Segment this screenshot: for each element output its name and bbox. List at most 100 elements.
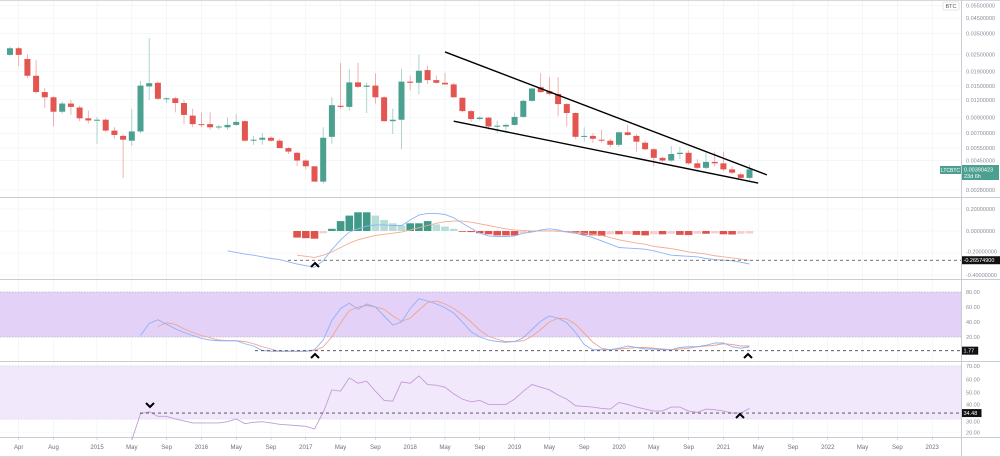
time-tick-label: 2023: [926, 445, 940, 451]
stoch-rsi-band: [0, 292, 961, 337]
candle-body: [172, 98, 179, 103]
chevron-down-icon: [145, 402, 155, 409]
candle: [729, 166, 736, 175]
macd-histogram-bar: [745, 231, 754, 234]
candle-body: [207, 124, 214, 128]
symbol-label: LTCBTC: [941, 168, 960, 174]
macd-line: [227, 212, 750, 268]
candle: [668, 145, 675, 162]
candle: [685, 150, 692, 165]
candle: [589, 133, 596, 143]
candle: [198, 112, 205, 128]
candle-body: [511, 116, 518, 125]
candle-body: [189, 115, 196, 125]
stoch-rsi-tick-label: 60.00: [966, 305, 980, 311]
macd-histogram-bar: [310, 231, 319, 239]
candle-body: [685, 152, 692, 164]
candle-body: [102, 119, 109, 131]
macd-histogram-bar: [589, 231, 597, 236]
candle: [67, 99, 74, 115]
candle-body: [502, 124, 509, 127]
macd-tick-label: -0.40000000: [966, 273, 997, 279]
candle: [711, 151, 718, 167]
macd-histogram-bar: [737, 231, 745, 234]
rsi-pane[interactable]: 34.48: [131, 375, 982, 441]
candle-body: [302, 160, 309, 167]
candle-body: [372, 85, 379, 98]
price-tick-label: 0.00280000: [966, 188, 995, 194]
candle: [207, 112, 214, 130]
macd-level-label: -0.26574900: [964, 258, 995, 264]
time-tick-label: May: [648, 445, 659, 451]
trendline: [444, 51, 768, 176]
macd-tick-label: 0.00000000: [966, 229, 995, 235]
candle: [111, 127, 118, 139]
candle: [346, 69, 353, 111]
candle-body: [15, 48, 22, 55]
macd-histogram-bar: [302, 231, 310, 239]
macd-histogram-bar: [336, 221, 345, 231]
candle: [398, 68, 405, 150]
candle-body: [415, 70, 422, 83]
axes[interactable]: Apr Aug 2015 May Sep 2016 May Sep 2017 May Sep 2018…: [14, 4, 997, 451]
rsi-tick-label: 50.00: [966, 391, 980, 397]
candle-body: [668, 154, 675, 161]
candle: [215, 124, 222, 130]
macd-histogram-bar: [476, 231, 484, 234]
candle-body: [250, 139, 257, 141]
drawn-markers: [145, 261, 753, 419]
candle-body: [311, 166, 318, 182]
candle-body: [494, 125, 501, 127]
candle-body: [659, 157, 666, 161]
time-tick-label: 2018: [404, 445, 418, 451]
candle-body: [76, 107, 83, 119]
candle: [355, 62, 361, 89]
stoch-d-line: [157, 300, 750, 352]
candle-body: [363, 85, 370, 87]
time-tick-label: 2017: [299, 445, 313, 451]
candle: [407, 75, 414, 91]
candle-body: [233, 121, 240, 125]
candle-body: [450, 84, 457, 98]
rsi-tick-label: 60.00: [966, 377, 980, 383]
stoch-rsi-pane[interactable]: 1.77: [140, 298, 979, 355]
macd-histogram-bar: [702, 231, 710, 234]
candle: [694, 159, 701, 170]
price-tick-label: 0.00900000: [966, 116, 995, 122]
candle-body: [320, 137, 327, 182]
stoch-rsi-level-label: 1.77: [964, 349, 975, 355]
candle-body: [720, 163, 727, 170]
candle: [146, 38, 153, 100]
candle-body: [94, 119, 100, 121]
rsi-level-label: 34.48: [964, 411, 978, 417]
candle-body: [746, 169, 753, 178]
currency-badge[interactable]: [942, 1, 960, 11]
candle: [128, 109, 135, 146]
macd-histogram-bar: [432, 224, 441, 231]
candle: [233, 114, 240, 126]
macd-histogram-bar: [380, 220, 388, 231]
time-tick-label: 2021: [717, 445, 731, 451]
candle: [720, 151, 727, 171]
macd-histogram-bar: [684, 231, 693, 236]
candle: [459, 97, 466, 113]
time-tick-label: Sep: [266, 445, 277, 451]
candle: [41, 88, 48, 109]
time-tick-label: May: [439, 445, 450, 451]
macd-histogram-bar: [615, 231, 623, 235]
trendline: [453, 120, 759, 184]
macd-pane[interactable]: -0.26574900: [227, 212, 1000, 268]
candle: [59, 101, 66, 114]
candle-body: [581, 135, 588, 137]
time-tick-label: 2022: [821, 445, 835, 451]
candle: [529, 87, 535, 102]
time-tick-label: Sep: [788, 445, 799, 451]
candle-body: [181, 102, 187, 115]
candle-body: [424, 70, 431, 81]
price-pane[interactable]: [7, 38, 768, 184]
price-tick-label: 0.00550000: [966, 146, 995, 152]
time-tick-label: Sep: [161, 445, 172, 451]
candle-body: [355, 82, 361, 87]
candle: [746, 164, 753, 180]
